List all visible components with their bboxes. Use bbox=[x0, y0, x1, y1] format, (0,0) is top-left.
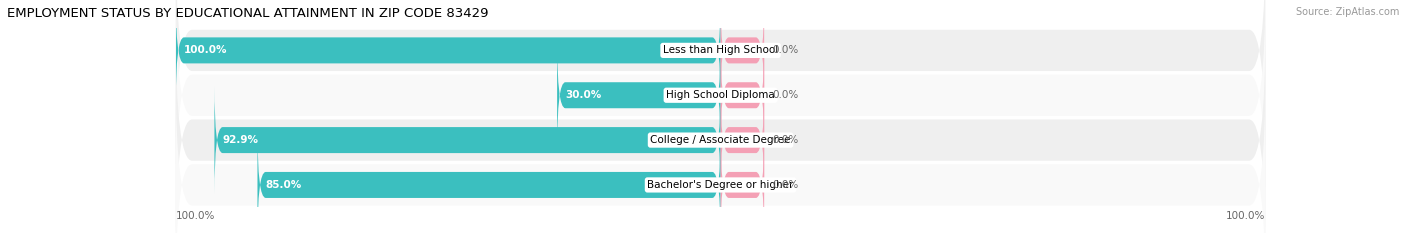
FancyBboxPatch shape bbox=[176, 0, 1265, 209]
FancyBboxPatch shape bbox=[721, 0, 765, 105]
Text: 100.0%: 100.0% bbox=[184, 45, 228, 55]
FancyBboxPatch shape bbox=[176, 71, 1265, 233]
Text: EMPLOYMENT STATUS BY EDUCATIONAL ATTAINMENT IN ZIP CODE 83429: EMPLOYMENT STATUS BY EDUCATIONAL ATTAINM… bbox=[7, 7, 488, 20]
FancyBboxPatch shape bbox=[176, 0, 1265, 164]
Text: 0.0%: 0.0% bbox=[772, 180, 799, 190]
Text: 85.0%: 85.0% bbox=[266, 180, 302, 190]
Text: Source: ZipAtlas.com: Source: ZipAtlas.com bbox=[1295, 7, 1399, 17]
Text: Less than High School: Less than High School bbox=[664, 45, 778, 55]
Text: 92.9%: 92.9% bbox=[222, 135, 259, 145]
Text: 0.0%: 0.0% bbox=[772, 45, 799, 55]
Text: 0.0%: 0.0% bbox=[772, 135, 799, 145]
FancyBboxPatch shape bbox=[176, 0, 721, 105]
Text: 100.0%: 100.0% bbox=[1226, 211, 1265, 221]
FancyBboxPatch shape bbox=[557, 41, 721, 150]
FancyBboxPatch shape bbox=[721, 41, 765, 150]
FancyBboxPatch shape bbox=[721, 86, 765, 194]
Text: College / Associate Degree: College / Associate Degree bbox=[651, 135, 790, 145]
Text: 30.0%: 30.0% bbox=[565, 90, 602, 100]
FancyBboxPatch shape bbox=[215, 86, 721, 194]
FancyBboxPatch shape bbox=[257, 131, 721, 233]
Text: Bachelor's Degree or higher: Bachelor's Degree or higher bbox=[647, 180, 794, 190]
Text: High School Diploma: High School Diploma bbox=[666, 90, 775, 100]
Text: 100.0%: 100.0% bbox=[176, 211, 215, 221]
FancyBboxPatch shape bbox=[721, 131, 765, 233]
FancyBboxPatch shape bbox=[176, 26, 1265, 233]
Text: 0.0%: 0.0% bbox=[772, 90, 799, 100]
